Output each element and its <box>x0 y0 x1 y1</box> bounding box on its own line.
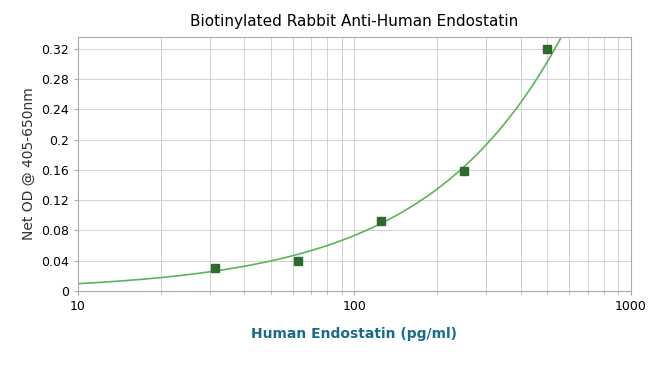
Title: Biotinylated Rabbit Anti-Human Endostatin: Biotinylated Rabbit Anti-Human Endostati… <box>190 14 519 29</box>
Y-axis label: Net OD @ 405-650nm: Net OD @ 405-650nm <box>21 88 35 241</box>
X-axis label: Human Endostatin (pg/ml): Human Endostatin (pg/ml) <box>252 327 457 341</box>
